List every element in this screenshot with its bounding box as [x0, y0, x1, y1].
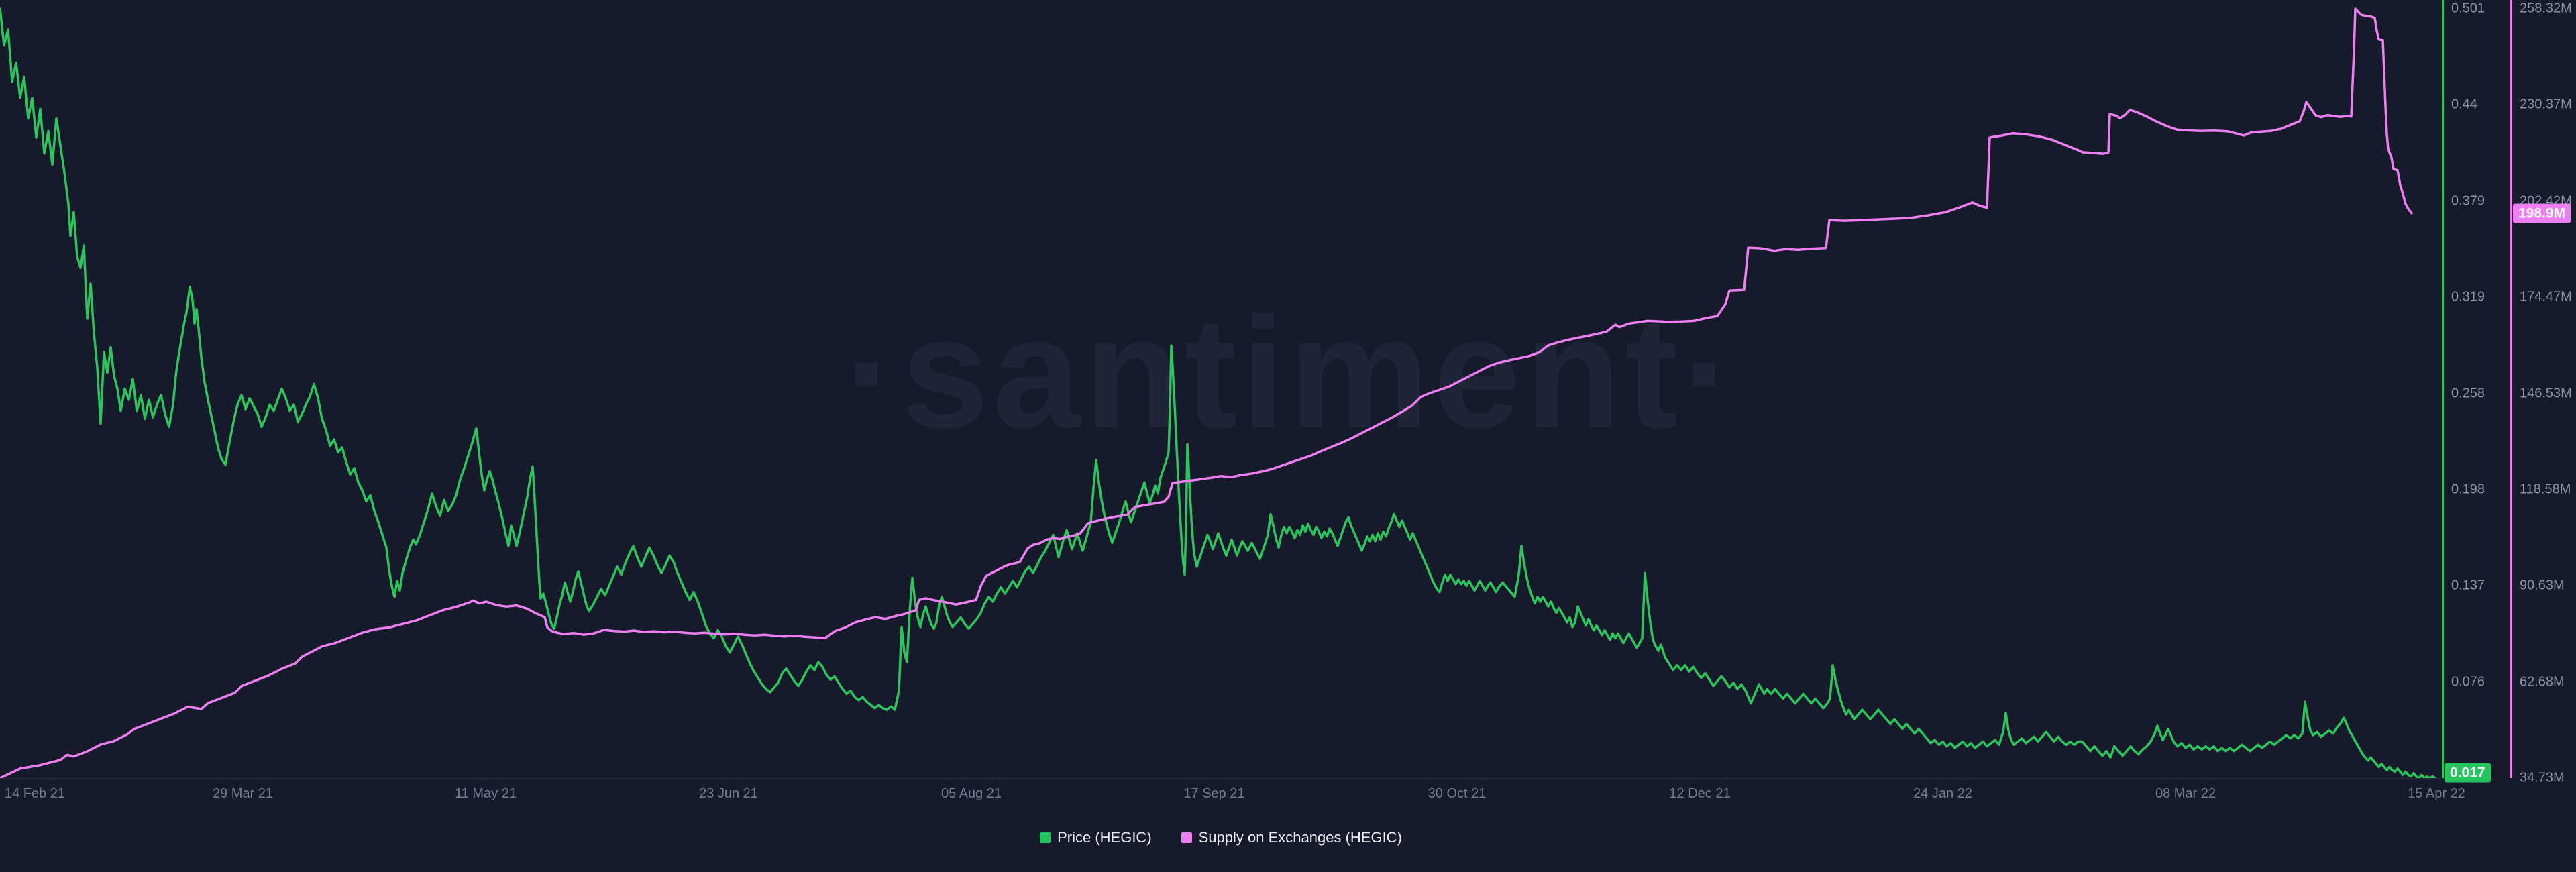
price-tick-label: 0.258 — [2451, 386, 2485, 400]
legend-item-price[interactable]: Price (HEGIC) — [1040, 829, 1152, 847]
x-axis-date-label: 14 Feb 21 — [4, 786, 66, 801]
series-line-supply — [0, 7, 2413, 778]
supply-tick-label: 62.68M — [2520, 674, 2565, 690]
price-latest-badge: 0.017 — [2445, 763, 2491, 783]
supply-tick-label: 258.32M — [2520, 1, 2572, 16]
x-axis-baseline — [0, 778, 2442, 779]
x-axis-date-label: 12 Dec 21 — [1669, 786, 1731, 801]
price-legend-swatch-icon — [1040, 832, 1051, 843]
supply-latest-badge: 198.9M — [2513, 203, 2571, 223]
supply-tick-label: 34.73M — [2520, 770, 2565, 785]
supply-tick-label: 174.47M — [2520, 289, 2572, 305]
x-axis-date-label: 30 Oct 21 — [1428, 786, 1487, 801]
price-tick-label: 0.44 — [2451, 97, 2477, 112]
x-axis-date-label: 05 Aug 21 — [941, 786, 1002, 801]
x-axis-date-label: 29 Mar 21 — [212, 786, 274, 801]
price-tick-label: 0.319 — [2451, 289, 2485, 305]
supply-legend-swatch-icon — [1181, 832, 1192, 843]
supply-axis-line — [2510, 0, 2512, 778]
legend: Price (HEGIC) Supply on Exchanges (HEGIC… — [0, 829, 2442, 847]
price-tick-label: 0.501 — [2451, 1, 2485, 16]
x-axis-date-label: 17 Sep 21 — [1183, 786, 1245, 801]
series-line-price — [0, 7, 2436, 778]
supply-tick-label: 118.58M — [2520, 482, 2571, 497]
price-tick-label: 0.076 — [2451, 674, 2485, 690]
santiment-watermark: ·santiment· — [844, 284, 1739, 461]
price-tick-label: 0.379 — [2451, 193, 2485, 209]
x-axis-date-label: 08 Mar 22 — [2155, 786, 2216, 801]
x-axis-date-label: 11 May 21 — [455, 786, 517, 801]
supply-tick-label: 146.53M — [2520, 386, 2572, 400]
legend-label-price: Price (HEGIC) — [1057, 829, 1152, 846]
legend-label-supply: Supply on Exchanges (HEGIC) — [1198, 829, 1402, 846]
x-axis-date-label: 15 Apr 22 — [2408, 786, 2465, 801]
price-axis-line — [2442, 0, 2444, 778]
legend-item-supply[interactable]: Supply on Exchanges (HEGIC) — [1181, 829, 1402, 847]
x-axis-date-label: 24 Jan 22 — [1913, 786, 1972, 801]
supply-tick-label: 230.37M — [2520, 97, 2572, 112]
price-tick-label: 0.137 — [2451, 578, 2485, 593]
x-axis-date-label: 23 Jun 21 — [699, 786, 758, 801]
supply-tick-label: 90.63M — [2520, 578, 2565, 593]
price-tick-label: 0.198 — [2451, 482, 2485, 497]
chart-canvas[interactable] — [0, 0, 2442, 778]
